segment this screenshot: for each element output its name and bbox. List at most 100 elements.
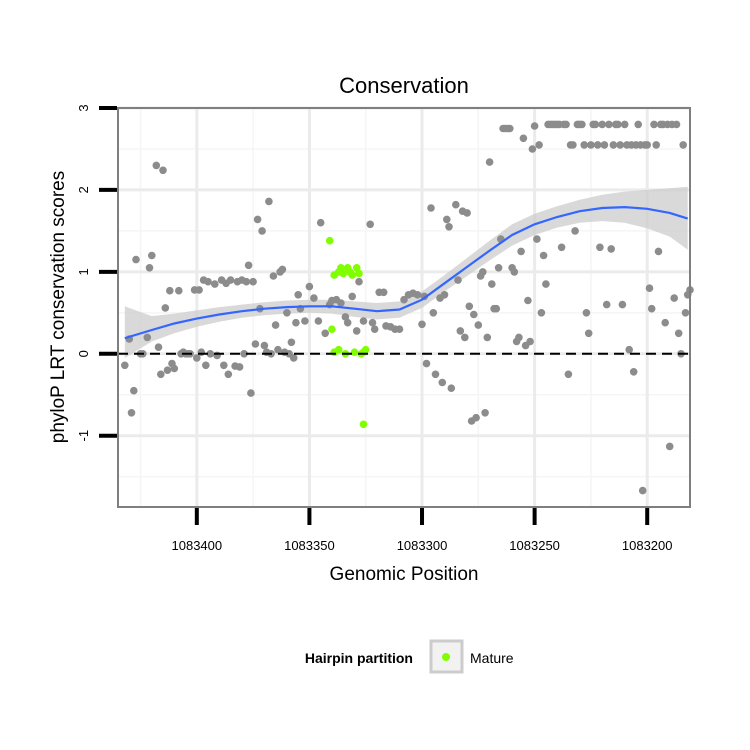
other-point	[670, 294, 678, 302]
other-point	[220, 361, 228, 370]
other-point	[249, 277, 257, 286]
other-point	[379, 288, 388, 297]
other-point	[213, 351, 221, 360]
mature-point	[352, 264, 361, 272]
other-point	[152, 161, 161, 170]
other-point	[510, 268, 519, 276]
other-point	[170, 364, 179, 373]
other-point	[197, 348, 206, 357]
x-axis-title: Genomic Position	[330, 564, 479, 585]
mature-point	[325, 236, 334, 245]
other-point	[470, 310, 478, 319]
other-point	[269, 272, 278, 280]
other-point	[427, 204, 435, 212]
mature-point	[339, 269, 348, 278]
other-point	[456, 327, 465, 335]
other-point	[271, 321, 280, 329]
legend-label-mature: Mature	[470, 650, 514, 666]
other-point	[258, 227, 266, 235]
other-point	[463, 209, 471, 217]
other-point	[157, 370, 165, 379]
y-axis-title: phyloP LRT conservation scores	[48, 171, 69, 444]
other-point	[202, 361, 210, 370]
other-point	[247, 389, 255, 397]
other-point	[154, 343, 163, 352]
smooth-line	[124, 205, 689, 340]
other-point	[438, 378, 447, 387]
other-point	[665, 442, 674, 451]
mature-point	[328, 325, 336, 334]
other-point	[616, 141, 624, 149]
other-point	[672, 120, 681, 129]
other-point	[643, 141, 651, 149]
other-point	[681, 309, 690, 317]
other-point	[506, 124, 514, 133]
other-point	[485, 158, 494, 166]
other-point	[557, 243, 566, 252]
other-point	[422, 359, 431, 368]
y-axis: 3 2 1 0 -1	[76, 104, 117, 441]
other-point	[287, 338, 296, 347]
other-point	[204, 277, 212, 286]
other-point	[452, 200, 460, 209]
other-point	[445, 223, 453, 231]
other-point	[587, 141, 595, 149]
other-point	[161, 304, 170, 312]
other-point	[314, 317, 323, 325]
other-point	[515, 333, 523, 342]
mature-point	[350, 348, 359, 357]
other-point	[488, 280, 496, 288]
other-point	[461, 333, 469, 342]
other-point	[620, 120, 629, 129]
other-point	[395, 325, 404, 334]
other-point	[163, 366, 172, 375]
other-point	[582, 309, 591, 317]
other-point	[166, 286, 174, 295]
other-point	[629, 368, 638, 376]
other-point	[148, 251, 156, 260]
other-point	[274, 345, 282, 354]
other-point	[429, 309, 438, 317]
x-tick-label: 1083250	[509, 538, 560, 553]
legend: Hairpin partition Mature	[305, 639, 514, 674]
other-point	[368, 318, 377, 327]
other-point	[605, 120, 613, 129]
other-point	[584, 329, 593, 338]
other-point	[294, 291, 303, 299]
legend-key-mature-icon	[442, 653, 450, 661]
other-point	[211, 280, 219, 288]
other-point	[578, 120, 586, 129]
y-tick-label: 0	[76, 350, 91, 357]
other-point	[593, 141, 602, 149]
other-point	[634, 120, 642, 129]
other-point	[253, 215, 262, 224]
confidence-ribbon	[124, 186, 688, 358]
other-point	[235, 363, 244, 371]
other-point	[337, 299, 345, 307]
other-point	[474, 321, 483, 329]
other-point	[431, 370, 440, 379]
other-point	[289, 354, 298, 362]
other-point	[447, 384, 456, 393]
other-point	[240, 350, 248, 358]
other-point	[481, 409, 489, 417]
other-point	[564, 370, 573, 379]
x-tick-label: 1083200	[622, 538, 673, 553]
other-point	[539, 251, 548, 260]
other-point	[679, 141, 687, 149]
ribbon-area	[124, 186, 688, 358]
other-point	[195, 286, 203, 294]
other-point	[596, 243, 604, 252]
other-point	[321, 329, 330, 338]
mature-point	[359, 420, 368, 429]
other-points	[121, 120, 694, 495]
other-point	[278, 265, 287, 274]
panel-border	[117, 107, 691, 508]
other-point	[465, 302, 474, 311]
other-point	[121, 361, 129, 370]
other-point	[145, 264, 154, 272]
other-point	[370, 325, 379, 334]
other-point	[571, 227, 579, 235]
other-point	[562, 120, 570, 129]
